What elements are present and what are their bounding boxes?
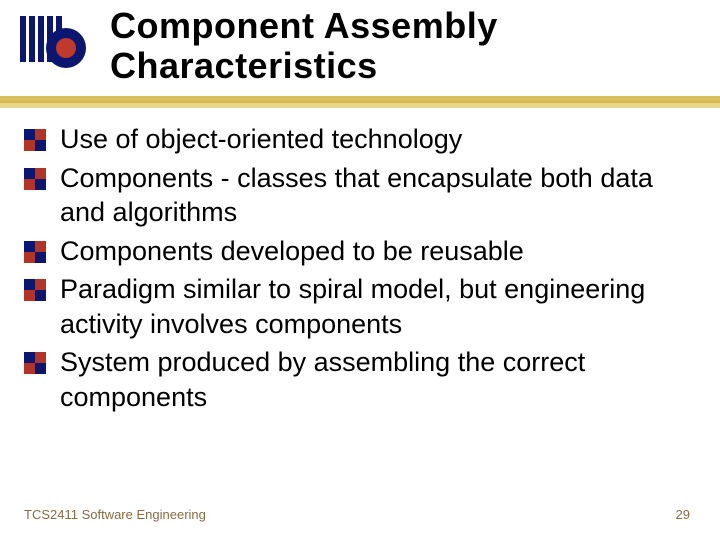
slide: Component Assembly Characteristics Use o… — [0, 0, 720, 540]
page-title: Component Assembly Characteristics — [110, 6, 720, 85]
footer-course: TCS2411 Software Engineering — [24, 507, 206, 522]
logo — [20, 12, 100, 82]
list-item: System produced by assembling the correc… — [24, 345, 694, 414]
bullet-text: Components developed to be reusable — [60, 236, 524, 266]
list-item: Components - classes that encapsulate bo… — [24, 161, 694, 230]
list-item: Components developed to be reusable — [24, 234, 694, 269]
content-area: Use of object-oriented technology Compon… — [24, 122, 694, 418]
bullet-list: Use of object-oriented technology Compon… — [24, 122, 694, 414]
logo-circle-inner-icon — [56, 38, 76, 58]
header: Component Assembly Characteristics — [0, 0, 720, 110]
decorative-band — [0, 92, 720, 108]
bullet-icon — [24, 129, 46, 151]
bullet-icon — [24, 241, 46, 263]
bullet-icon — [24, 352, 46, 374]
bullet-text: Use of object-oriented technology — [60, 124, 462, 154]
list-item: Use of object-oriented technology — [24, 122, 694, 157]
bullet-icon — [24, 279, 46, 301]
bullet-text: Components - classes that encapsulate bo… — [60, 163, 653, 228]
slide-number: 29 — [676, 507, 690, 522]
list-item: Paradigm similar to spiral model, but en… — [24, 272, 694, 341]
bullet-icon — [24, 168, 46, 190]
bullet-text: System produced by assembling the correc… — [60, 347, 585, 412]
bullet-text: Paradigm similar to spiral model, but en… — [60, 274, 645, 339]
